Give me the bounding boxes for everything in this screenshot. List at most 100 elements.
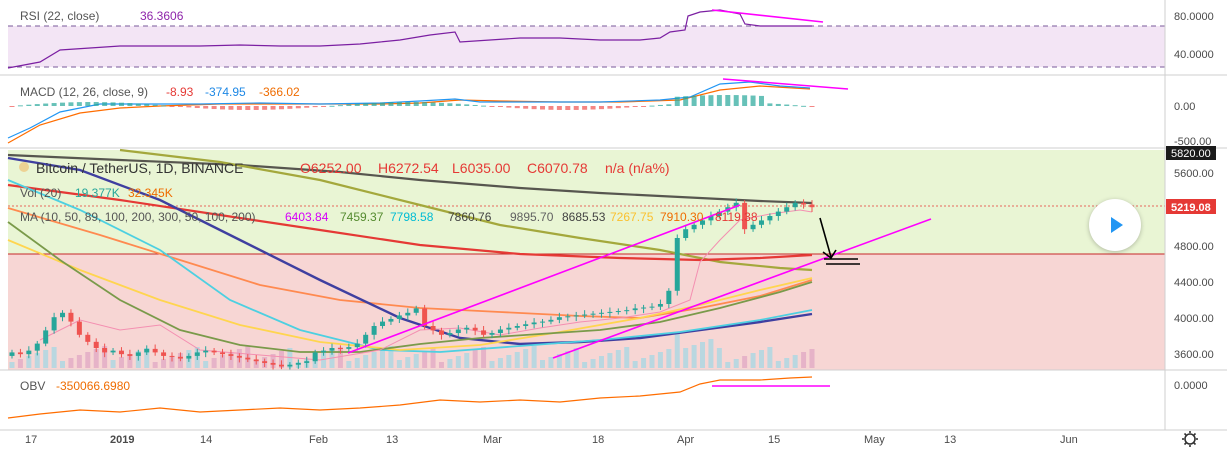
candle-body xyxy=(93,341,99,348)
macd-hist-bar xyxy=(481,105,487,107)
macd-hist-bar xyxy=(489,106,495,107)
volume-bar xyxy=(220,355,226,368)
ma-50-green xyxy=(7,221,813,353)
ma-value: 8119.38 xyxy=(715,210,758,224)
macd-hist-bar xyxy=(582,106,588,110)
volume-bar xyxy=(607,353,613,368)
macd-divergence-line xyxy=(722,78,849,90)
candle-body xyxy=(615,311,621,313)
candle-body xyxy=(321,350,327,353)
macd-hist-bar xyxy=(455,103,461,106)
arrow-shaft xyxy=(819,217,832,258)
candle-body xyxy=(236,355,242,358)
volume-bar xyxy=(742,356,748,368)
macd-hist-bar xyxy=(262,106,268,110)
macd-hist-bar xyxy=(321,106,327,107)
ma-200-dark xyxy=(7,153,813,205)
volume-bar xyxy=(118,357,124,368)
play-button[interactable] xyxy=(1089,199,1141,251)
time-tick: 18 xyxy=(592,434,604,446)
gear-icon[interactable] xyxy=(1182,431,1198,447)
candle-body xyxy=(194,352,200,356)
ma-300-olive xyxy=(119,148,813,272)
candle-body xyxy=(177,356,183,359)
volume-bar xyxy=(388,346,394,368)
time-tick: 17 xyxy=(25,434,37,446)
candle-body xyxy=(262,361,268,363)
candle-body xyxy=(565,316,571,318)
macd-hist-bar xyxy=(337,105,343,107)
price-tick: 4000.00 xyxy=(1174,313,1214,325)
candle-body xyxy=(388,318,394,322)
candle-body xyxy=(531,322,537,325)
volume-bar xyxy=(531,346,537,368)
candle-body xyxy=(304,361,310,363)
candle-body xyxy=(742,202,748,230)
volume-bar xyxy=(405,357,411,368)
upper-trendline xyxy=(347,204,741,354)
time-tick: 2019 xyxy=(110,434,134,446)
volume-bar xyxy=(582,362,588,368)
volume-bar xyxy=(641,358,647,368)
rsi-pane xyxy=(7,9,1165,69)
obv-title: OBV xyxy=(20,379,45,393)
time-tick: 13 xyxy=(944,434,956,446)
macd-hist-bar xyxy=(742,95,748,106)
candle-body xyxy=(632,308,638,311)
candle-body xyxy=(598,312,604,314)
price-tick: 4800.00 xyxy=(1174,241,1214,253)
macd-hist-bar xyxy=(220,106,226,110)
volume-bar xyxy=(725,362,731,368)
top-price-tag xyxy=(1166,146,1216,160)
time-tick: Mar xyxy=(483,434,502,446)
candle-body xyxy=(17,352,23,355)
volume-bar xyxy=(413,354,419,368)
volume-bar xyxy=(422,351,428,368)
candle-body xyxy=(514,326,520,328)
macd-hist-bar xyxy=(590,106,596,110)
candle-body xyxy=(767,216,773,221)
macd-hist-bar xyxy=(228,106,234,110)
candle-body xyxy=(758,220,764,225)
candle-body xyxy=(590,313,596,315)
candle-body xyxy=(641,307,647,309)
volume-bar xyxy=(321,353,327,368)
macd-hist-bar xyxy=(236,106,242,110)
macd-hist-bar xyxy=(287,106,293,109)
macd-hist-bar xyxy=(34,104,40,106)
macd-hist-bar xyxy=(472,104,478,106)
ma-value: 9895.70 xyxy=(510,210,554,224)
price-candles xyxy=(9,198,815,370)
volume-bar xyxy=(329,350,335,368)
volume-bar xyxy=(287,348,293,368)
candle-body xyxy=(700,220,706,225)
macd-hist-bar xyxy=(809,106,815,107)
macd-hist-bar xyxy=(438,102,444,106)
candle-body xyxy=(371,326,377,335)
macd-hist-bar xyxy=(144,104,150,106)
volume-bar xyxy=(93,349,99,368)
macd-hist-bar xyxy=(464,104,470,106)
macd-hist-bar xyxy=(514,106,520,109)
macd-hist-bar xyxy=(775,103,781,106)
macd-hist-bar xyxy=(598,106,604,110)
candle-body xyxy=(506,327,512,330)
volume-bar xyxy=(211,358,217,368)
volume-bar xyxy=(590,359,596,368)
current-price-tag xyxy=(1166,199,1216,214)
red-zone xyxy=(8,254,1165,370)
candle-body xyxy=(809,204,815,208)
macd-hist-bar xyxy=(304,106,310,108)
macd-hist-bar xyxy=(565,106,571,110)
candle-body xyxy=(548,319,554,322)
volume-bar xyxy=(380,349,386,368)
rsi-value: 36.3606 xyxy=(140,9,184,23)
price-tick: 5600.00 xyxy=(1174,168,1214,180)
macd-hist-bar xyxy=(177,106,183,107)
macd-hist-bar xyxy=(792,105,798,107)
arrow-head xyxy=(822,249,837,260)
volume-bar xyxy=(228,352,234,368)
macd-hist-bar xyxy=(632,106,638,107)
candle-body xyxy=(278,364,284,367)
